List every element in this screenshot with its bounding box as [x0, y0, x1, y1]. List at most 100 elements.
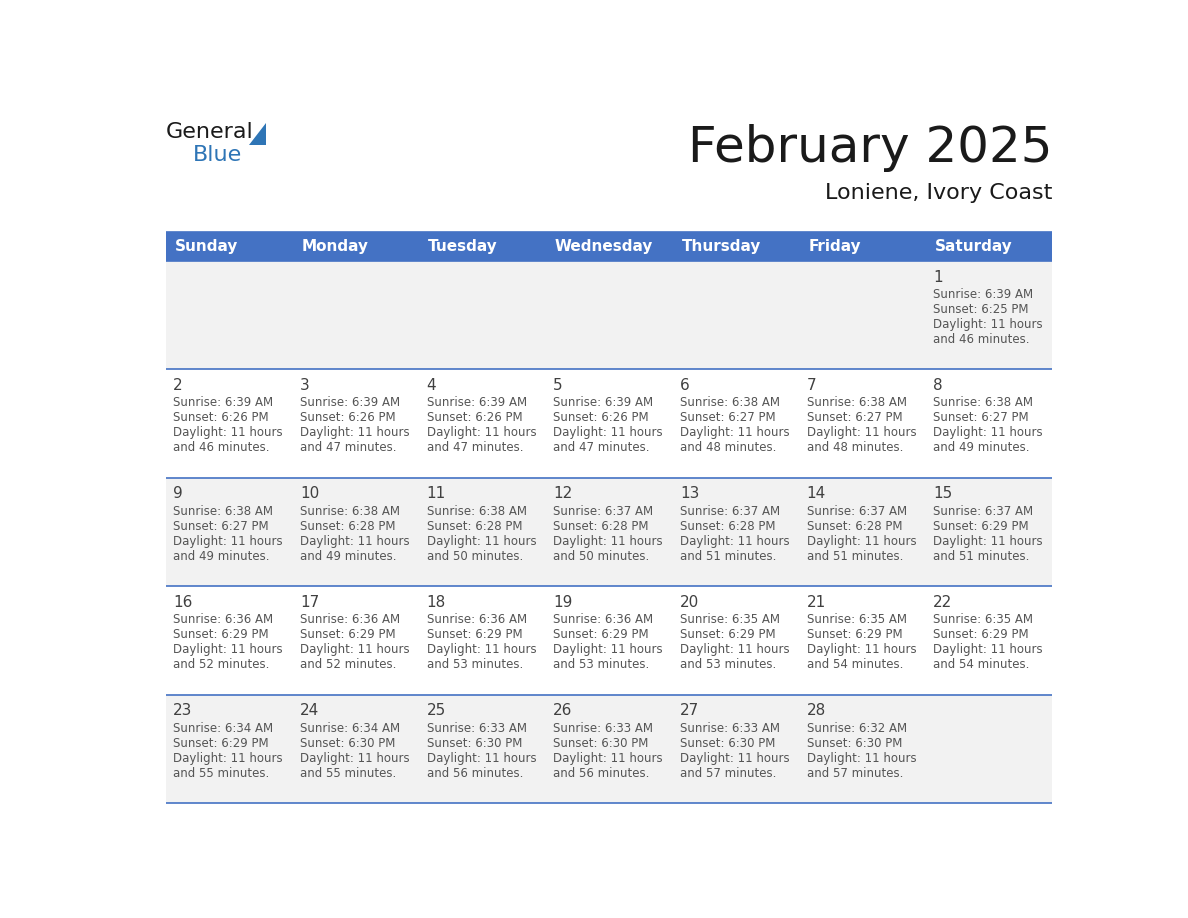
Text: and 51 minutes.: and 51 minutes.	[807, 550, 903, 563]
Text: Sunrise: 6:36 AM: Sunrise: 6:36 AM	[299, 613, 400, 626]
Text: 20: 20	[680, 595, 700, 610]
Text: 4: 4	[426, 378, 436, 393]
Text: Sunset: 6:28 PM: Sunset: 6:28 PM	[299, 520, 396, 532]
Text: 17: 17	[299, 595, 320, 610]
Text: Daylight: 11 hours: Daylight: 11 hours	[173, 535, 283, 548]
Text: Daylight: 11 hours: Daylight: 11 hours	[426, 644, 536, 656]
Text: 16: 16	[173, 595, 192, 610]
Text: 8: 8	[934, 378, 943, 393]
Text: Daylight: 11 hours: Daylight: 11 hours	[807, 644, 916, 656]
Text: Daylight: 11 hours: Daylight: 11 hours	[934, 535, 1043, 548]
Text: and 55 minutes.: and 55 minutes.	[299, 767, 397, 779]
Text: Sunrise: 6:38 AM: Sunrise: 6:38 AM	[807, 397, 906, 409]
Text: and 46 minutes.: and 46 minutes.	[173, 442, 270, 454]
Text: Sunset: 6:29 PM: Sunset: 6:29 PM	[173, 737, 268, 750]
Text: Sunset: 6:26 PM: Sunset: 6:26 PM	[173, 411, 268, 424]
Text: 12: 12	[554, 487, 573, 501]
Text: and 47 minutes.: and 47 minutes.	[554, 442, 650, 454]
Text: 25: 25	[426, 703, 446, 718]
Text: Daylight: 11 hours: Daylight: 11 hours	[173, 427, 283, 440]
Text: 7: 7	[807, 378, 816, 393]
Text: Sunset: 6:30 PM: Sunset: 6:30 PM	[299, 737, 396, 750]
Text: Sunrise: 6:39 AM: Sunrise: 6:39 AM	[934, 288, 1034, 301]
Text: Daylight: 11 hours: Daylight: 11 hours	[680, 427, 790, 440]
Text: 11: 11	[426, 487, 446, 501]
Text: Sunset: 6:29 PM: Sunset: 6:29 PM	[934, 628, 1029, 642]
Text: 15: 15	[934, 487, 953, 501]
Text: and 51 minutes.: and 51 minutes.	[680, 550, 776, 563]
Text: Sunset: 6:27 PM: Sunset: 6:27 PM	[807, 411, 902, 424]
Text: 23: 23	[173, 703, 192, 718]
Text: Sunset: 6:30 PM: Sunset: 6:30 PM	[426, 737, 522, 750]
Text: Sunrise: 6:34 AM: Sunrise: 6:34 AM	[173, 722, 273, 734]
Text: Sunday: Sunday	[175, 239, 239, 254]
Text: Daylight: 11 hours: Daylight: 11 hours	[426, 535, 536, 548]
Text: Sunrise: 6:33 AM: Sunrise: 6:33 AM	[554, 722, 653, 734]
Text: Daylight: 11 hours: Daylight: 11 hours	[173, 752, 283, 765]
Text: Daylight: 11 hours: Daylight: 11 hours	[807, 535, 916, 548]
Bar	[165, 370, 1053, 478]
Text: Daylight: 11 hours: Daylight: 11 hours	[426, 752, 536, 765]
Text: and 47 minutes.: and 47 minutes.	[299, 442, 397, 454]
Text: Daylight: 11 hours: Daylight: 11 hours	[173, 644, 283, 656]
Text: and 56 minutes.: and 56 minutes.	[426, 767, 523, 779]
Text: Daylight: 11 hours: Daylight: 11 hours	[934, 427, 1043, 440]
Text: Sunrise: 6:36 AM: Sunrise: 6:36 AM	[426, 613, 526, 626]
Text: Sunrise: 6:35 AM: Sunrise: 6:35 AM	[934, 613, 1034, 626]
Text: Sunset: 6:27 PM: Sunset: 6:27 PM	[934, 411, 1029, 424]
Text: and 53 minutes.: and 53 minutes.	[554, 658, 650, 671]
Text: Sunrise: 6:38 AM: Sunrise: 6:38 AM	[934, 397, 1034, 409]
Bar	[165, 587, 1053, 695]
Text: 19: 19	[554, 595, 573, 610]
Text: Sunrise: 6:32 AM: Sunrise: 6:32 AM	[807, 722, 906, 734]
Text: Sunrise: 6:36 AM: Sunrise: 6:36 AM	[173, 613, 273, 626]
Text: and 54 minutes.: and 54 minutes.	[807, 658, 903, 671]
Text: Sunrise: 6:38 AM: Sunrise: 6:38 AM	[173, 505, 273, 518]
Text: Sunrise: 6:39 AM: Sunrise: 6:39 AM	[426, 397, 526, 409]
Text: Sunset: 6:30 PM: Sunset: 6:30 PM	[680, 737, 776, 750]
Text: and 48 minutes.: and 48 minutes.	[807, 442, 903, 454]
Text: and 49 minutes.: and 49 minutes.	[299, 550, 397, 563]
Text: Sunset: 6:29 PM: Sunset: 6:29 PM	[554, 628, 649, 642]
Text: Sunrise: 6:37 AM: Sunrise: 6:37 AM	[807, 505, 906, 518]
Text: Sunrise: 6:37 AM: Sunrise: 6:37 AM	[680, 505, 781, 518]
Text: and 50 minutes.: and 50 minutes.	[426, 550, 523, 563]
Text: Daylight: 11 hours: Daylight: 11 hours	[554, 752, 663, 765]
Text: Daylight: 11 hours: Daylight: 11 hours	[680, 644, 790, 656]
Polygon shape	[249, 123, 266, 145]
Text: Sunset: 6:30 PM: Sunset: 6:30 PM	[807, 737, 902, 750]
Text: 13: 13	[680, 487, 700, 501]
Text: Sunrise: 6:38 AM: Sunrise: 6:38 AM	[299, 505, 400, 518]
Text: and 55 minutes.: and 55 minutes.	[173, 767, 270, 779]
Text: Daylight: 11 hours: Daylight: 11 hours	[807, 752, 916, 765]
Text: 6: 6	[680, 378, 690, 393]
Text: and 50 minutes.: and 50 minutes.	[554, 550, 650, 563]
Text: Sunset: 6:27 PM: Sunset: 6:27 PM	[680, 411, 776, 424]
Text: Daylight: 11 hours: Daylight: 11 hours	[554, 427, 663, 440]
Text: Sunrise: 6:39 AM: Sunrise: 6:39 AM	[554, 397, 653, 409]
Text: Sunrise: 6:33 AM: Sunrise: 6:33 AM	[426, 722, 526, 734]
Text: 1: 1	[934, 270, 943, 285]
Text: Daylight: 11 hours: Daylight: 11 hours	[554, 535, 663, 548]
Text: 22: 22	[934, 595, 953, 610]
Text: Sunset: 6:30 PM: Sunset: 6:30 PM	[554, 737, 649, 750]
Text: Sunrise: 6:34 AM: Sunrise: 6:34 AM	[299, 722, 400, 734]
Text: Sunrise: 6:35 AM: Sunrise: 6:35 AM	[680, 613, 781, 626]
Text: and 53 minutes.: and 53 minutes.	[426, 658, 523, 671]
Text: and 49 minutes.: and 49 minutes.	[934, 442, 1030, 454]
Text: 3: 3	[299, 378, 310, 393]
Text: Sunset: 6:28 PM: Sunset: 6:28 PM	[426, 520, 522, 532]
Text: Monday: Monday	[302, 239, 368, 254]
Text: Sunset: 6:27 PM: Sunset: 6:27 PM	[173, 520, 268, 532]
Text: Sunrise: 6:39 AM: Sunrise: 6:39 AM	[299, 397, 400, 409]
Text: Thursday: Thursday	[682, 239, 760, 254]
Text: Sunset: 6:28 PM: Sunset: 6:28 PM	[554, 520, 649, 532]
Text: Sunrise: 6:38 AM: Sunrise: 6:38 AM	[426, 505, 526, 518]
Text: Sunset: 6:29 PM: Sunset: 6:29 PM	[680, 628, 776, 642]
Bar	[165, 695, 1053, 803]
Text: Wednesday: Wednesday	[555, 239, 653, 254]
Text: 21: 21	[807, 595, 826, 610]
Text: Sunset: 6:29 PM: Sunset: 6:29 PM	[807, 628, 902, 642]
Text: Daylight: 11 hours: Daylight: 11 hours	[680, 535, 790, 548]
Text: Sunrise: 6:37 AM: Sunrise: 6:37 AM	[554, 505, 653, 518]
